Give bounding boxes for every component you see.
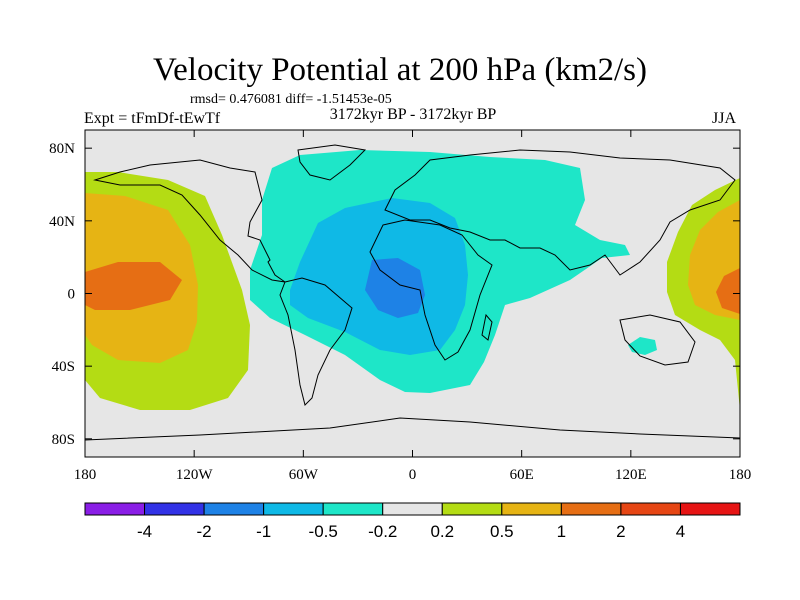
colorbar-label: -1 bbox=[256, 522, 271, 541]
colorbar-swatch bbox=[322, 502, 384, 516]
colorbar-label: -0.5 bbox=[309, 522, 338, 541]
africa-negative-core bbox=[365, 258, 425, 318]
x-tick-label: 180 bbox=[74, 467, 97, 483]
x-tick-label: 120E bbox=[615, 467, 647, 483]
coastline-north-america bbox=[93, 159, 286, 283]
x-tick-label: 60E bbox=[510, 467, 534, 483]
coastline-south-america bbox=[279, 277, 353, 406]
coastline-australia bbox=[619, 314, 696, 366]
colorbar-label: 2 bbox=[616, 522, 625, 541]
colorbar-swatch bbox=[84, 502, 146, 516]
colorbar-swatch bbox=[263, 502, 324, 516]
west-pacific-positive-core bbox=[716, 268, 740, 314]
coastline-africa bbox=[369, 219, 493, 361]
coastline-greenland bbox=[297, 144, 367, 181]
colorbar-label: 1 bbox=[557, 522, 566, 541]
colorbar-label: -0.2 bbox=[368, 522, 397, 541]
x-tick-label: 0 bbox=[409, 467, 417, 483]
stats-label: rmsd= 0.476081 diff= -1.51453e-05 bbox=[190, 92, 392, 107]
colorbar-swatch bbox=[441, 502, 503, 516]
colorbar-swatch bbox=[679, 502, 741, 516]
x-tick-label: 180 bbox=[729, 467, 752, 483]
colorbar-swatch bbox=[382, 502, 443, 516]
chart-title: Velocity Potential at 200 hPa (km2/s) bbox=[152, 52, 648, 88]
coastline-antarctica bbox=[85, 417, 740, 441]
contour-fills bbox=[85, 150, 740, 410]
y-tick-label: 40S bbox=[52, 359, 75, 375]
coastlines bbox=[85, 144, 740, 441]
y-axis: 80N 40N 0 40S 80S bbox=[49, 141, 740, 448]
x-tick-label: 60W bbox=[289, 467, 319, 483]
season-label: JJA bbox=[712, 110, 737, 127]
experiment-label: Expt = tFmDf-tEwTf bbox=[84, 110, 221, 127]
period-label: 3172kyr BP - 3172kyr BP bbox=[329, 106, 497, 123]
coastline-madagascar bbox=[481, 313, 493, 341]
colorbar-label: -4 bbox=[137, 522, 152, 541]
colorbar-swatch bbox=[144, 502, 205, 516]
colorbar-label: 4 bbox=[676, 522, 685, 541]
y-tick-label: 80S bbox=[52, 432, 75, 448]
x-axis: 180 120W 60W 0 60E 120E 180 bbox=[74, 130, 752, 483]
colorbar-label: 0.2 bbox=[430, 522, 454, 541]
colorbar-swatch bbox=[620, 502, 681, 516]
colorbar-swatch bbox=[501, 502, 562, 516]
colorbar: -4 -2 -1 -0.5 -0.2 0.2 0.5 1 2 4 bbox=[84, 502, 741, 541]
y-tick-label: 80N bbox=[49, 141, 75, 157]
y-tick-label: 40N bbox=[49, 214, 75, 230]
colorbar-label: 0.5 bbox=[490, 522, 514, 541]
colorbar-swatch bbox=[203, 502, 265, 516]
y-tick-label: 0 bbox=[68, 287, 76, 303]
coastline-eurasia bbox=[384, 149, 736, 276]
colorbar-swatch bbox=[560, 502, 622, 516]
x-tick-label: 120W bbox=[176, 467, 214, 483]
pacific-positive-core bbox=[85, 262, 182, 310]
colorbar-label: -2 bbox=[197, 522, 212, 541]
